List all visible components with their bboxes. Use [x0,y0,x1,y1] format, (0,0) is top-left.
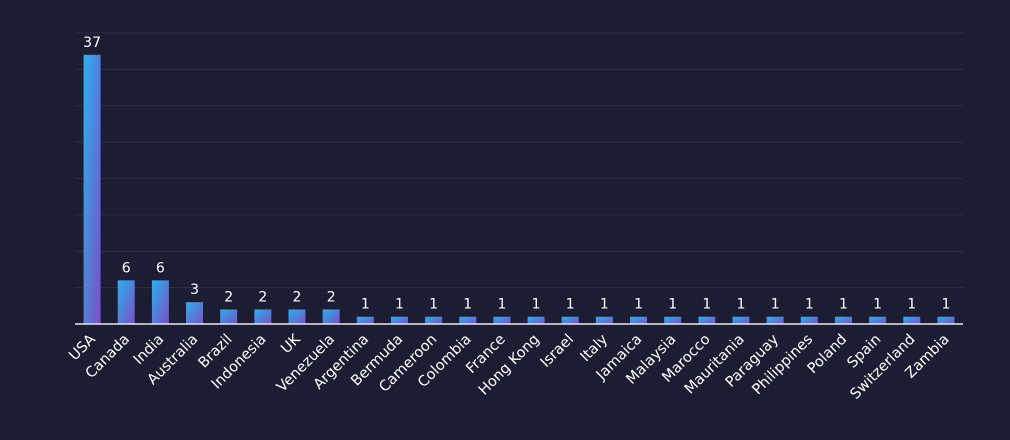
bar-value-label: 6 [156,260,165,276]
bar [151,280,169,324]
bar [664,316,682,324]
gridlines [75,32,963,289]
bars [83,54,955,324]
bar-value-label: 1 [873,297,882,313]
bar [425,316,443,324]
bar-value-label: 1 [737,297,746,313]
bar-value-label: 1 [907,297,916,313]
bar-value-label: 2 [258,289,267,305]
bar-value-label: 3 [190,282,199,298]
bar [766,316,784,324]
bar-value-label: 1 [532,297,541,313]
bar-value-label: 1 [600,297,609,313]
bar-value-label: 1 [361,297,370,313]
bar-value-label: 1 [805,297,814,313]
bar-value-label: 1 [497,297,506,313]
bar [390,316,408,324]
bar [356,316,374,324]
bar-value-label: 6 [122,260,131,276]
bar [732,316,750,324]
bar [459,316,477,324]
bar [527,316,545,324]
x-tick-label: Israel [538,332,577,371]
bar-value-label: 1 [566,297,575,313]
bar [595,316,613,324]
bar-value-label: 1 [668,297,677,313]
bar-value-label: 2 [293,289,302,305]
bar [561,316,579,324]
bar [186,302,204,324]
bar [83,54,101,324]
x-tick-label: UK [278,331,304,357]
bar [288,309,306,324]
bar [117,280,135,324]
bar-value-label: 1 [839,297,848,313]
bar-value-label: 1 [429,297,438,313]
bar-value-label: 1 [395,297,404,313]
bar [800,316,818,324]
bar-value-label: 1 [702,297,711,313]
bar [903,316,921,324]
bar [322,309,340,324]
bar [630,316,648,324]
bar-value-label: 37 [83,35,101,51]
bar [834,316,852,324]
bar [869,316,887,324]
bar [493,316,511,324]
bar-value-label: 2 [224,289,233,305]
bar [937,316,955,324]
bar-value-label: 1 [634,297,643,313]
bar-value-label: 2 [327,289,336,305]
bar [698,316,716,324]
bar [254,309,272,324]
bar [220,309,238,324]
bar-value-label: 1 [771,297,780,313]
data-labels: 37 6 6 3 2 2 2 2 1 1 1 1 1 1 1 1 1 1 1 1 1 1 1 1 1 1 [83,35,950,313]
bar-value-label: 1 [463,297,472,313]
bar-value-label: 1 [941,297,950,313]
